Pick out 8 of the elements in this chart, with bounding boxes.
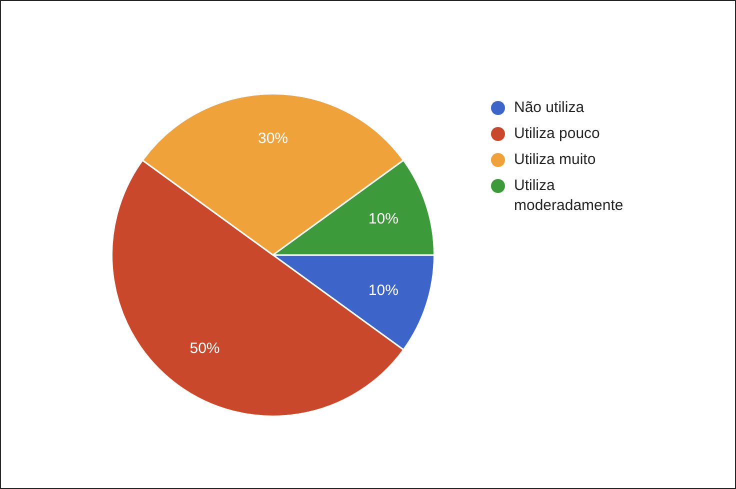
data-label: 10% [368, 282, 398, 300]
data-label: 50% [190, 340, 220, 358]
legend-label: Utiliza muito [514, 150, 597, 170]
legend-label: Utiliza pouco [514, 124, 601, 144]
legend-label: Não utiliza [514, 98, 586, 118]
data-label: 10% [368, 210, 398, 228]
legend-label: Utiliza moderadamente [514, 176, 624, 216]
data-label: 30% [258, 130, 288, 148]
